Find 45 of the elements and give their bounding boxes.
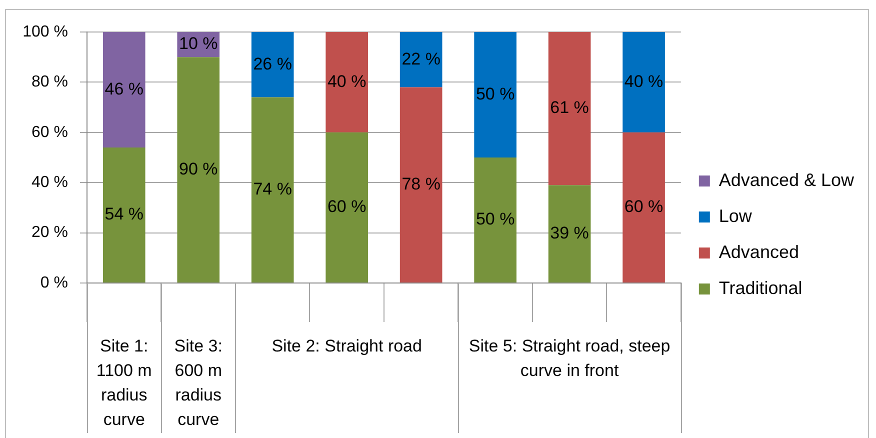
data-label: 50 %	[476, 84, 515, 104]
data-label: 40 %	[327, 72, 366, 91]
x-tick-label: Site 3: 600 m radius curve	[174, 336, 222, 430]
data-label: 46 %	[104, 79, 144, 98]
y-tick-label: 20 %	[32, 224, 68, 242]
data-label: 78 %	[402, 174, 440, 194]
y-tick-label: 80 %	[32, 74, 68, 91]
data-label: 60 %	[624, 197, 664, 216]
x-tick-label: Site 5: Straight road, steep curve in front	[468, 336, 670, 380]
data-label: 50 %	[476, 210, 515, 229]
y-tick-label: 0 %	[40, 274, 68, 292]
data-label: 90 %	[178, 159, 218, 178]
legend-label: Advanced & Low	[718, 170, 855, 190]
data-label: 60 %	[327, 197, 366, 216]
bar	[251, 97, 294, 282]
bar	[474, 32, 516, 158]
bar	[177, 57, 220, 282]
legend-label: Traditional	[718, 278, 802, 298]
data-label: 61 %	[550, 98, 589, 118]
bar	[400, 87, 442, 282]
bar	[622, 32, 665, 132]
data-label: 54 %	[104, 204, 144, 224]
y-tick-label: 60 %	[32, 124, 68, 141]
y-tick-label: 40 %	[32, 174, 68, 192]
legend-label: Advanced	[718, 242, 799, 262]
data-label: 22 %	[402, 49, 440, 68]
bar	[474, 158, 516, 282]
data-label: 10 %	[178, 34, 218, 54]
bar	[102, 32, 146, 148]
bar	[326, 132, 368, 282]
legend-label: Low	[718, 206, 753, 226]
bar	[326, 32, 368, 132]
x-tick-label: Site 1: 1100 m radius curve	[96, 336, 152, 430]
y-tick-label: 100 %	[22, 23, 68, 40]
bar	[251, 32, 294, 98]
x-tick-label: Site 2: Straight road	[272, 336, 422, 356]
bar	[622, 132, 665, 282]
data-label: 74 %	[253, 180, 292, 199]
data-label: 26 %	[253, 54, 292, 74]
bar	[400, 32, 442, 88]
data-label: 40 %	[624, 72, 664, 91]
bar	[548, 185, 591, 282]
data-label: 39 %	[550, 223, 589, 242]
bar	[548, 32, 591, 186]
bar	[102, 147, 146, 282]
